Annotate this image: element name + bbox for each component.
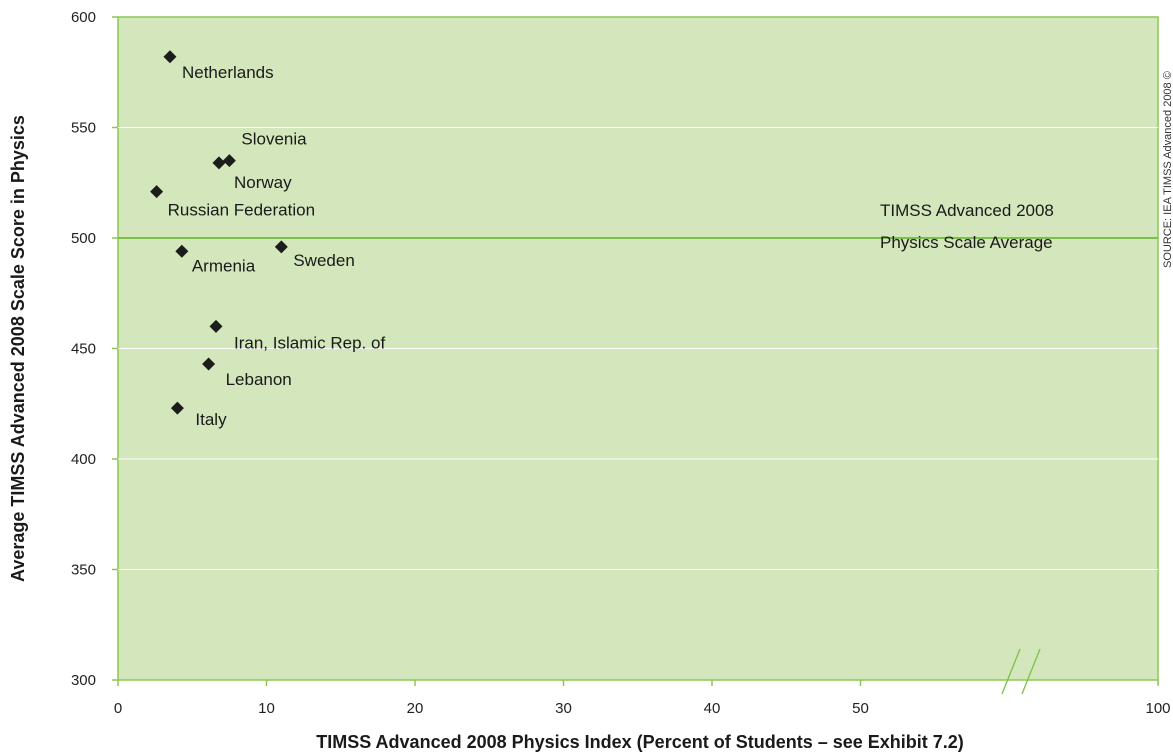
- source-note: SOURCE: IEA TIMSS Advanced 2008 ©: [1162, 71, 1173, 268]
- data-point-label: Russian Federation: [168, 201, 315, 220]
- data-point-marker: [222, 154, 236, 168]
- data-point-marker: [209, 319, 223, 333]
- data-point-marker: [175, 244, 189, 258]
- y-tick-label: 450: [71, 341, 96, 358]
- data-point-marker: [212, 156, 226, 170]
- axis-break-slash: [1001, 648, 1021, 695]
- data-point-marker: [170, 401, 184, 415]
- data-point-label: Iran, Islamic Rep. of: [234, 333, 385, 352]
- y-tick-label: 400: [71, 451, 96, 468]
- data-point-label: Netherlands: [182, 63, 274, 82]
- data-point-marker: [202, 357, 216, 371]
- data-point-label: Slovenia: [241, 130, 307, 149]
- reference-line-label-line2: Physics Scale Average: [880, 233, 1053, 252]
- gridlines: [118, 127, 1158, 570]
- y-axis-title: Average TIMSS Advanced 2008 Scale Score …: [8, 115, 28, 582]
- x-tick-label: 50: [852, 700, 869, 717]
- data-point-label: Norway: [234, 173, 292, 192]
- x-tick-label: 20: [407, 700, 424, 717]
- axis-break-slash: [1021, 648, 1041, 695]
- x-tick-label: 30: [555, 700, 572, 717]
- y-tick-label: 500: [71, 230, 96, 247]
- y-tick-label: 300: [71, 672, 96, 689]
- y-tick-label: 550: [71, 120, 96, 137]
- reference-line-label-line1: TIMSS Advanced 2008: [880, 201, 1054, 220]
- y-tick-label: 350: [71, 562, 96, 579]
- x-tick-label: 10: [258, 700, 275, 717]
- data-point-label: Armenia: [192, 256, 256, 275]
- x-axis-title: TIMSS Advanced 2008 Physics Index (Perce…: [316, 732, 964, 752]
- y-axis-ticks: 600 550 500 450 400 350 300: [71, 9, 118, 689]
- data-points: Netherlands Slovenia Norway Russian Federat…: [150, 50, 385, 429]
- data-point-marker: [150, 185, 164, 199]
- data-point-label: Lebanon: [226, 370, 292, 389]
- data-point-marker: [274, 240, 288, 254]
- data-point-label: Sweden: [293, 251, 354, 270]
- data-point-marker: [163, 50, 177, 64]
- y-tick-label: 600: [71, 9, 96, 26]
- data-point-label: Italy: [195, 410, 227, 429]
- x-tick-label: 40: [704, 700, 721, 717]
- x-tick-label: 100: [1145, 700, 1170, 717]
- x-axis-ticks: 0 10 20 30 40 50 100: [114, 680, 1171, 717]
- x-tick-label: 0: [114, 700, 122, 717]
- x-axis-break-mark: [1001, 648, 1041, 695]
